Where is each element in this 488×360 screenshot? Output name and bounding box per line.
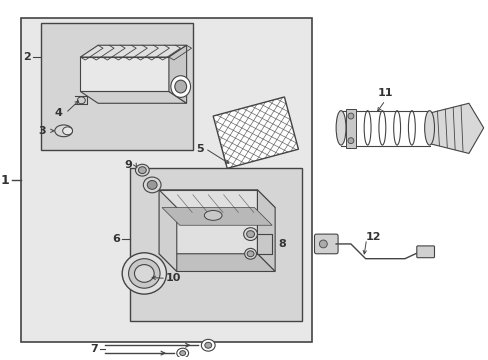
Ellipse shape (134, 265, 154, 282)
Text: 4: 4 (55, 108, 62, 118)
Circle shape (319, 240, 326, 248)
Polygon shape (428, 103, 483, 153)
Polygon shape (213, 97, 298, 168)
Text: 9: 9 (124, 160, 132, 170)
Polygon shape (159, 190, 177, 271)
Bar (41, 23, 193, 150)
Ellipse shape (177, 348, 188, 358)
Polygon shape (213, 97, 298, 168)
Bar (345, 109, 355, 148)
FancyBboxPatch shape (314, 234, 337, 254)
Circle shape (347, 138, 353, 144)
Ellipse shape (243, 228, 257, 240)
Text: 8: 8 (278, 239, 285, 249)
FancyBboxPatch shape (416, 246, 434, 258)
Text: 11: 11 (377, 88, 392, 98)
Text: 3: 3 (38, 126, 46, 136)
Text: 1: 1 (1, 174, 10, 186)
Ellipse shape (135, 164, 149, 176)
Circle shape (347, 113, 353, 119)
Ellipse shape (180, 351, 185, 356)
Ellipse shape (128, 259, 160, 288)
Text: 10: 10 (165, 273, 181, 283)
Ellipse shape (138, 167, 146, 174)
Text: 7: 7 (90, 344, 98, 354)
Polygon shape (159, 190, 275, 208)
Text: 5: 5 (195, 144, 203, 153)
Polygon shape (80, 57, 168, 91)
Ellipse shape (335, 111, 345, 145)
Text: 12: 12 (365, 232, 380, 242)
Polygon shape (162, 208, 272, 225)
Ellipse shape (201, 339, 215, 351)
Ellipse shape (143, 177, 161, 193)
Polygon shape (159, 254, 275, 271)
Ellipse shape (174, 80, 186, 93)
Polygon shape (80, 45, 186, 57)
Text: 6: 6 (112, 234, 120, 244)
Polygon shape (159, 190, 257, 254)
Ellipse shape (62, 127, 72, 135)
Ellipse shape (244, 248, 256, 259)
Ellipse shape (246, 251, 253, 257)
Polygon shape (257, 190, 275, 271)
Ellipse shape (424, 111, 434, 145)
Ellipse shape (55, 125, 72, 137)
Polygon shape (168, 45, 186, 103)
Ellipse shape (204, 211, 222, 220)
Ellipse shape (122, 253, 166, 294)
Bar (129, 168, 301, 321)
Bar (21, 18, 311, 342)
Text: 2: 2 (23, 52, 31, 62)
Ellipse shape (246, 231, 254, 238)
Ellipse shape (204, 342, 211, 348)
Polygon shape (80, 91, 186, 103)
Ellipse shape (77, 97, 85, 104)
Ellipse shape (170, 76, 190, 97)
Ellipse shape (147, 180, 157, 189)
